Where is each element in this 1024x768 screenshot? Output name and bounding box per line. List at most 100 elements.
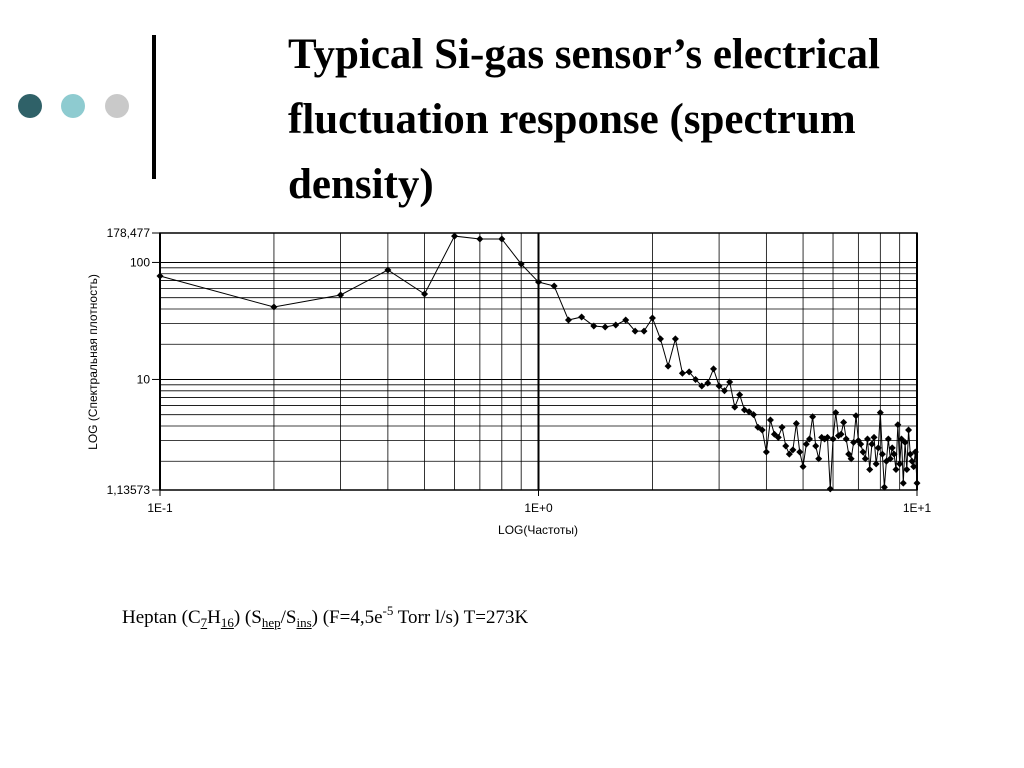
data-point <box>384 266 392 274</box>
data-point <box>498 235 506 243</box>
data-point <box>894 421 902 429</box>
data-point <box>852 412 860 420</box>
x-tick-label: 1E+1 <box>903 501 932 515</box>
data-point <box>874 444 882 452</box>
data-point <box>890 450 898 458</box>
data-point <box>899 479 907 487</box>
bullet-dot <box>61 94 85 118</box>
data-point <box>823 433 831 441</box>
data-point <box>758 426 766 434</box>
bullet-dot <box>18 94 42 118</box>
data-point <box>864 435 872 443</box>
data-point <box>476 235 484 243</box>
data-point <box>715 382 723 390</box>
caption-sub: 7 <box>200 615 208 630</box>
data-point <box>792 420 800 428</box>
data-point <box>762 448 770 456</box>
caption-sub: 16 <box>220 615 234 630</box>
y-axis-label: LOG (Спектральная плотность) <box>86 274 100 450</box>
caption-text: Torr l/s) T=273K <box>393 607 529 628</box>
data-point <box>337 291 345 299</box>
data-point <box>156 272 164 280</box>
slide-title: Typical Si-gas sensor’s electrical fluct… <box>288 31 880 208</box>
data-point <box>812 442 820 450</box>
data-point <box>796 448 804 456</box>
data-point <box>766 416 774 424</box>
data-point <box>601 323 609 331</box>
caption-sup: -5 <box>382 603 394 618</box>
y-tick-label: 1,13573 <box>107 483 151 497</box>
data-point <box>710 365 718 373</box>
data-point <box>535 278 542 286</box>
data-point <box>829 435 837 443</box>
data-point <box>802 440 810 448</box>
data-point <box>745 408 753 416</box>
data-point <box>832 409 840 417</box>
data-point <box>842 435 850 443</box>
data-point <box>782 442 790 450</box>
y-tick-label: 178,477 <box>107 226 151 240</box>
data-point <box>421 290 429 298</box>
data-point <box>840 418 848 426</box>
caption-sub: ins <box>296 615 312 630</box>
data-point <box>778 423 786 431</box>
data-point <box>664 362 672 370</box>
data-point <box>806 435 814 443</box>
data-point <box>847 455 855 463</box>
data-point <box>726 378 734 386</box>
x-axis-label: LOG(Частоты) <box>498 523 578 537</box>
data-point <box>736 391 744 399</box>
caption: Heptan (C7H16) (Shep/Sins) (F=4,5e-5 Tor… <box>122 603 528 631</box>
data-point <box>631 327 639 335</box>
data-point <box>656 335 664 343</box>
data-point <box>517 260 525 268</box>
data-point <box>692 375 700 383</box>
data-point <box>861 455 869 463</box>
data-point <box>720 387 728 395</box>
caption-text: /S <box>280 607 297 628</box>
data-point <box>815 455 823 463</box>
data-point <box>550 282 558 290</box>
plot-frame <box>159 232 918 491</box>
data-point <box>872 460 880 468</box>
data-point <box>910 463 918 471</box>
caption-text: Heptan (C <box>122 607 201 628</box>
data-point <box>785 450 793 458</box>
data-point <box>671 335 679 343</box>
data-point <box>622 316 630 324</box>
data-point <box>648 314 656 322</box>
data-point <box>911 448 919 456</box>
data-point <box>892 466 900 474</box>
data-point <box>884 435 892 443</box>
caption-text: H <box>207 607 221 628</box>
data-point <box>578 313 586 321</box>
bullet-dot <box>105 94 129 118</box>
data-point <box>731 403 739 411</box>
data-point <box>876 409 884 417</box>
x-tick-label: 1E-1 <box>147 501 173 515</box>
x-tick-label: 1E+0 <box>524 501 553 515</box>
data-point <box>698 382 706 390</box>
data-point <box>564 316 572 324</box>
data-point <box>870 433 878 441</box>
data-point <box>868 440 876 448</box>
data-point <box>799 463 807 471</box>
data-point <box>837 430 845 438</box>
data-point <box>896 460 904 468</box>
data-line <box>159 235 918 489</box>
data-point <box>590 322 598 330</box>
data-point <box>905 426 913 434</box>
data-point <box>826 485 834 493</box>
data-point <box>612 321 620 329</box>
y-tick-label: 100 <box>130 255 150 269</box>
data-point <box>913 479 921 487</box>
data-point <box>886 455 894 463</box>
data-point <box>901 438 909 446</box>
caption-text: ) (F=4,5e <box>311 607 383 628</box>
y-tick-label: 10 <box>137 372 151 386</box>
data-point <box>809 413 817 421</box>
data-point <box>774 433 782 441</box>
data-point <box>878 450 886 458</box>
